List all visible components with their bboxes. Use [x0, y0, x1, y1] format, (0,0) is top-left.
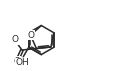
- Text: O: O: [27, 31, 34, 40]
- Text: O: O: [11, 35, 18, 44]
- Text: OH: OH: [15, 58, 29, 67]
- Text: O: O: [13, 57, 20, 66]
